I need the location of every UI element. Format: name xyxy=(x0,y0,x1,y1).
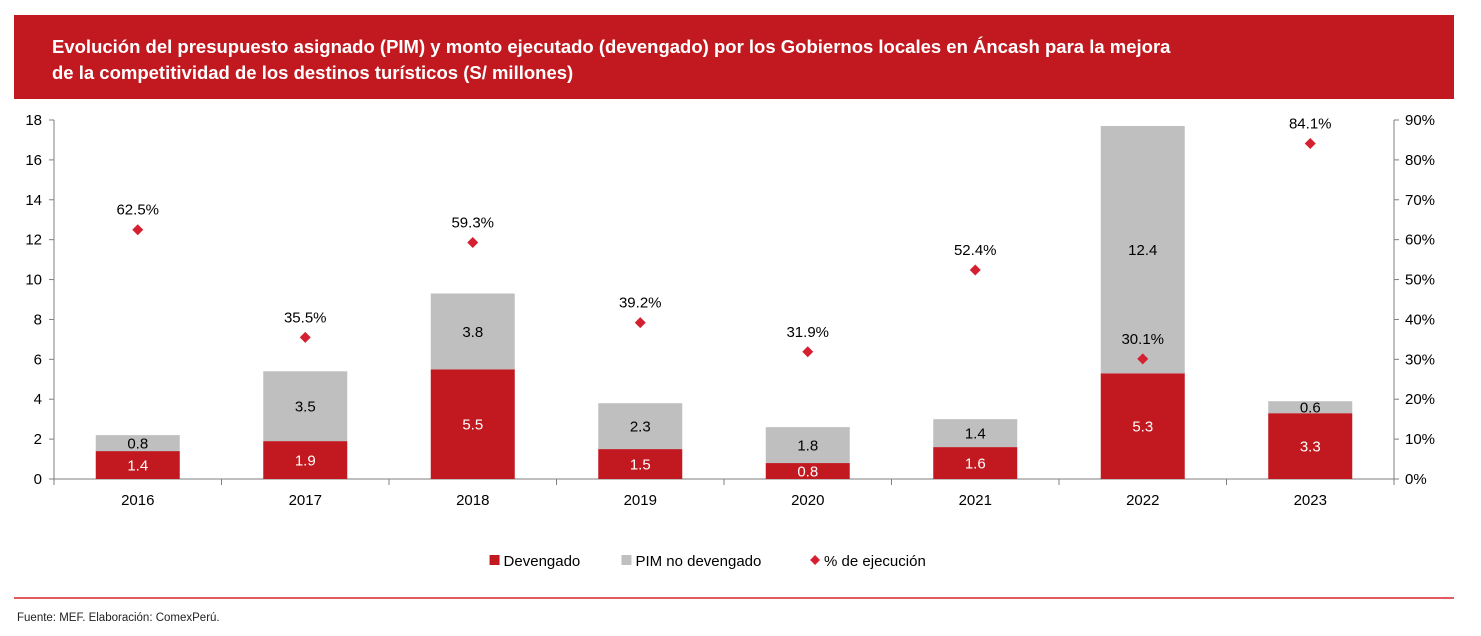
bar-pim-no-devengado xyxy=(1268,401,1353,414)
data-label-devengado: 1.4 xyxy=(127,458,148,475)
ejecucion-label: 31.9% xyxy=(786,324,829,341)
ejecucion-marker xyxy=(132,224,144,236)
ejecucion-label: 84.1% xyxy=(1289,116,1332,133)
y-left-tick-label: 2 xyxy=(34,431,42,448)
bar-devengado xyxy=(1100,373,1185,479)
y-left-tick-label: 10 xyxy=(25,272,42,289)
bar-devengado xyxy=(263,441,348,479)
ejecucion-marker xyxy=(969,264,981,276)
y-left-tick-label: 8 xyxy=(34,311,42,328)
x-tick-label: 2017 xyxy=(289,492,322,509)
y-right-tick-label: 60% xyxy=(1405,232,1435,249)
ejecucion-label: 52.4% xyxy=(954,242,997,259)
x-tick-label: 2019 xyxy=(624,492,657,509)
legend-label: Devengado xyxy=(504,553,581,570)
data-label-devengado: 0.8 xyxy=(797,464,818,481)
data-label-pim-no-devengado: 2.3 xyxy=(630,419,651,436)
x-tick-label: 2022 xyxy=(1126,492,1159,509)
bar-devengado xyxy=(598,449,683,479)
bar-pim-no-devengado xyxy=(95,435,180,452)
ejecucion-marker xyxy=(467,236,479,248)
x-tick-label: 2016 xyxy=(121,492,154,509)
legend-label: PIM no devengado xyxy=(635,553,761,570)
y-left-tick-label: 12 xyxy=(25,232,42,249)
bar-devengado xyxy=(933,447,1018,479)
data-label-devengado: 1.6 xyxy=(965,456,986,473)
chart-title-line-2: de la competitividad de los destinos tur… xyxy=(52,62,574,83)
y-right-tick-label: 40% xyxy=(1405,311,1435,328)
y-right-tick-label: 50% xyxy=(1405,272,1435,289)
x-tick-label: 2018 xyxy=(456,492,489,509)
bar-pim-no-devengado xyxy=(263,371,348,442)
y-left-tick-label: 0 xyxy=(34,471,42,488)
bar-pim-no-devengado xyxy=(765,427,850,464)
data-label-pim-no-devengado: 12.4 xyxy=(1128,242,1157,259)
y-right-tick-label: 20% xyxy=(1405,391,1435,408)
y-left-tick-label: 6 xyxy=(34,351,42,368)
legend-swatch-icon xyxy=(621,555,632,565)
chart-title-line-1: Evolución del presupuesto asignado (PIM)… xyxy=(52,36,1171,57)
chart-title-banner: Evolución del presupuesto asignado (PIM)… xyxy=(14,15,1454,99)
ejecucion-label: 39.2% xyxy=(619,295,662,312)
ejecucion-marker xyxy=(299,331,311,343)
data-label-pim-no-devengado: 3.8 xyxy=(462,324,483,341)
bar-devengado xyxy=(1268,413,1353,479)
data-label-pim-no-devengado: 3.5 xyxy=(295,399,316,416)
y-left-tick-label: 18 xyxy=(25,112,42,129)
data-label-pim-no-devengado: 1.4 xyxy=(965,426,986,443)
legend-diamond-icon xyxy=(810,555,821,565)
data-label-devengado: 1.5 xyxy=(630,457,651,474)
y-right-tick-label: 30% xyxy=(1405,351,1435,368)
x-tick-label: 2020 xyxy=(791,492,824,509)
data-label-devengado: 1.9 xyxy=(295,453,316,470)
bar-devengado xyxy=(95,451,180,479)
y-right-tick-label: 90% xyxy=(1405,112,1435,129)
data-label-devengado: 5.5 xyxy=(462,417,483,434)
bar-devengado xyxy=(430,369,515,479)
y-right-tick-label: 80% xyxy=(1405,152,1435,169)
legend-label: % de ejecución xyxy=(824,553,926,570)
bar-devengado xyxy=(765,463,850,479)
ejecucion-marker xyxy=(634,317,646,329)
y-left-tick-label: 4 xyxy=(34,391,42,408)
stacked-bar-chart: 0 2 4 6 8 10 12 14 16 18 0% 10% 20% 30% 40% 50% 60% 70% 80… xyxy=(25,112,1435,570)
y-left-tick-label: 16 xyxy=(25,152,42,169)
x-tick-label: 2023 xyxy=(1294,492,1327,509)
source-note: Fuente: MEF. Elaboración: ComexPerú. xyxy=(17,612,220,624)
y-right-tick-label: 0% xyxy=(1405,471,1427,488)
ejecucion-label: 59.3% xyxy=(451,214,494,231)
ejecucion-label: 30.1% xyxy=(1121,331,1164,348)
bar-pim-no-devengado xyxy=(430,293,515,370)
ejecucion-label: 35.5% xyxy=(284,309,327,326)
x-tick-label: 2021 xyxy=(959,492,992,509)
data-label-devengado: 3.3 xyxy=(1300,439,1321,456)
data-label-pim-no-devengado: 1.8 xyxy=(797,438,818,455)
legend-swatch-icon xyxy=(489,555,500,565)
ejecucion-marker xyxy=(802,346,814,358)
bar-pim-no-devengado xyxy=(933,419,1018,448)
ejecucion-marker xyxy=(1304,138,1316,150)
bar-pim-no-devengado xyxy=(598,403,683,450)
y-right-tick-label: 10% xyxy=(1405,431,1435,448)
bar-pim-no-devengado xyxy=(1100,125,1185,374)
data-label-devengado: 5.3 xyxy=(1132,419,1153,436)
data-label-pim-no-devengado: 0.6 xyxy=(1300,400,1321,417)
y-left-tick-label: 14 xyxy=(25,192,42,209)
data-label-pim-no-devengado: 0.8 xyxy=(127,436,148,453)
ejecucion-marker xyxy=(1137,353,1149,365)
footer-divider xyxy=(14,597,1454,599)
y-right-tick-label: 70% xyxy=(1405,192,1435,209)
ejecucion-label: 62.5% xyxy=(116,202,159,219)
